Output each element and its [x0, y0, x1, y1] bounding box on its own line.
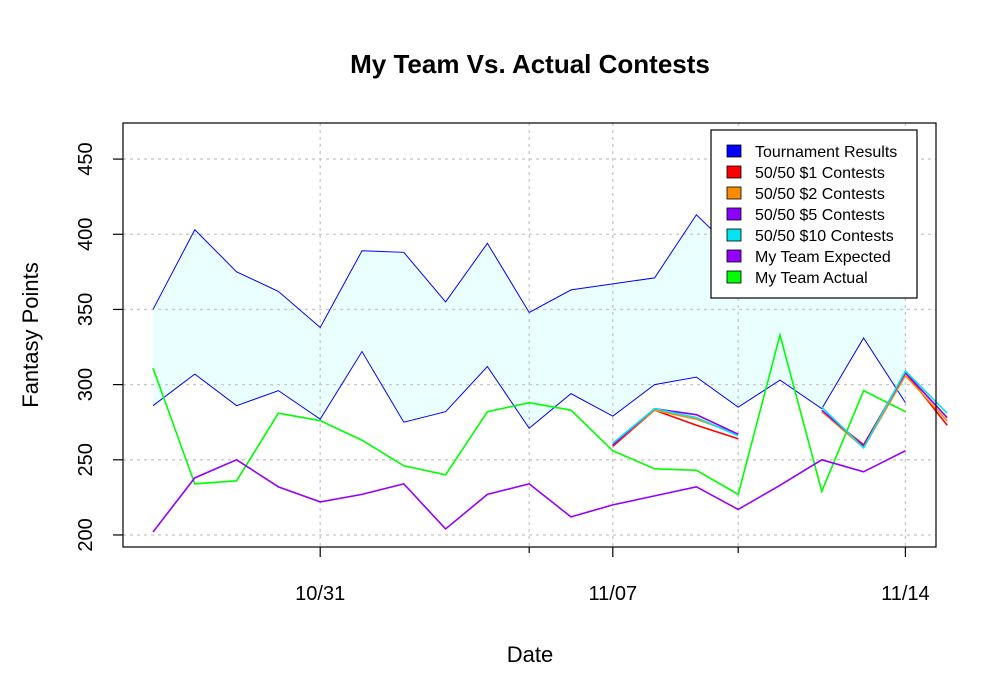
- series-line-my-team-actual: [152, 331, 906, 496]
- legend-swatch-my-team-expected: [726, 249, 742, 263]
- x-tick-label: 11/14: [881, 583, 930, 605]
- legend-label-50-50-5-contests: 50/50 $5 Contests: [755, 207, 885, 224]
- legend-label-my-team-expected: My Team Expected: [755, 249, 891, 266]
- y-tick-label: 450: [75, 142, 97, 175]
- legend: Tournament Results 50/50 $1 Contests 50/50…: [710, 129, 918, 299]
- legend-label-50-50-1-contests: 50/50 $1 Contests: [755, 165, 885, 182]
- legend-swatch-50-50-1-contests: [726, 165, 742, 179]
- x-tick-label: 11/07: [589, 583, 638, 605]
- legend-swatch-tournament-results: [726, 144, 742, 158]
- x-axis-label: Date: [507, 642, 553, 667]
- legend-label-50-50-2-contests: 50/50 $2 Contests: [755, 186, 885, 203]
- legend-label-tournament-results: Tournament Results: [755, 144, 897, 161]
- legend-swatch-50-50-2-contests: [726, 186, 742, 200]
- legend-box: [710, 129, 918, 299]
- y-tick-label: 300: [75, 368, 97, 401]
- legend-swatch-50-50-5-contests: [726, 207, 742, 221]
- y-tick-label: 200: [75, 518, 97, 551]
- legend-label-50-50-10-contests: 50/50 $10 Contests: [755, 228, 894, 245]
- x-tick-label: 10/31: [295, 583, 345, 605]
- tournament-lower-line: [152, 337, 906, 429]
- legend-swatch-50-50-10-contests: [726, 228, 742, 242]
- series-line-my-team-expected: [152, 450, 906, 533]
- y-axis-label: Fantasy Points: [18, 262, 43, 408]
- y-tick-label: 350: [75, 293, 97, 326]
- y-tick-label: 250: [75, 443, 97, 476]
- legend-swatch-my-team-actual: [726, 270, 742, 284]
- legend-label-my-team-actual: My Team Actual: [755, 270, 868, 287]
- series-line-50-50-10-contests: [612, 369, 948, 450]
- chart-title: My Team Vs. Actual Contests: [350, 49, 710, 79]
- y-tick-label: 400: [75, 218, 97, 251]
